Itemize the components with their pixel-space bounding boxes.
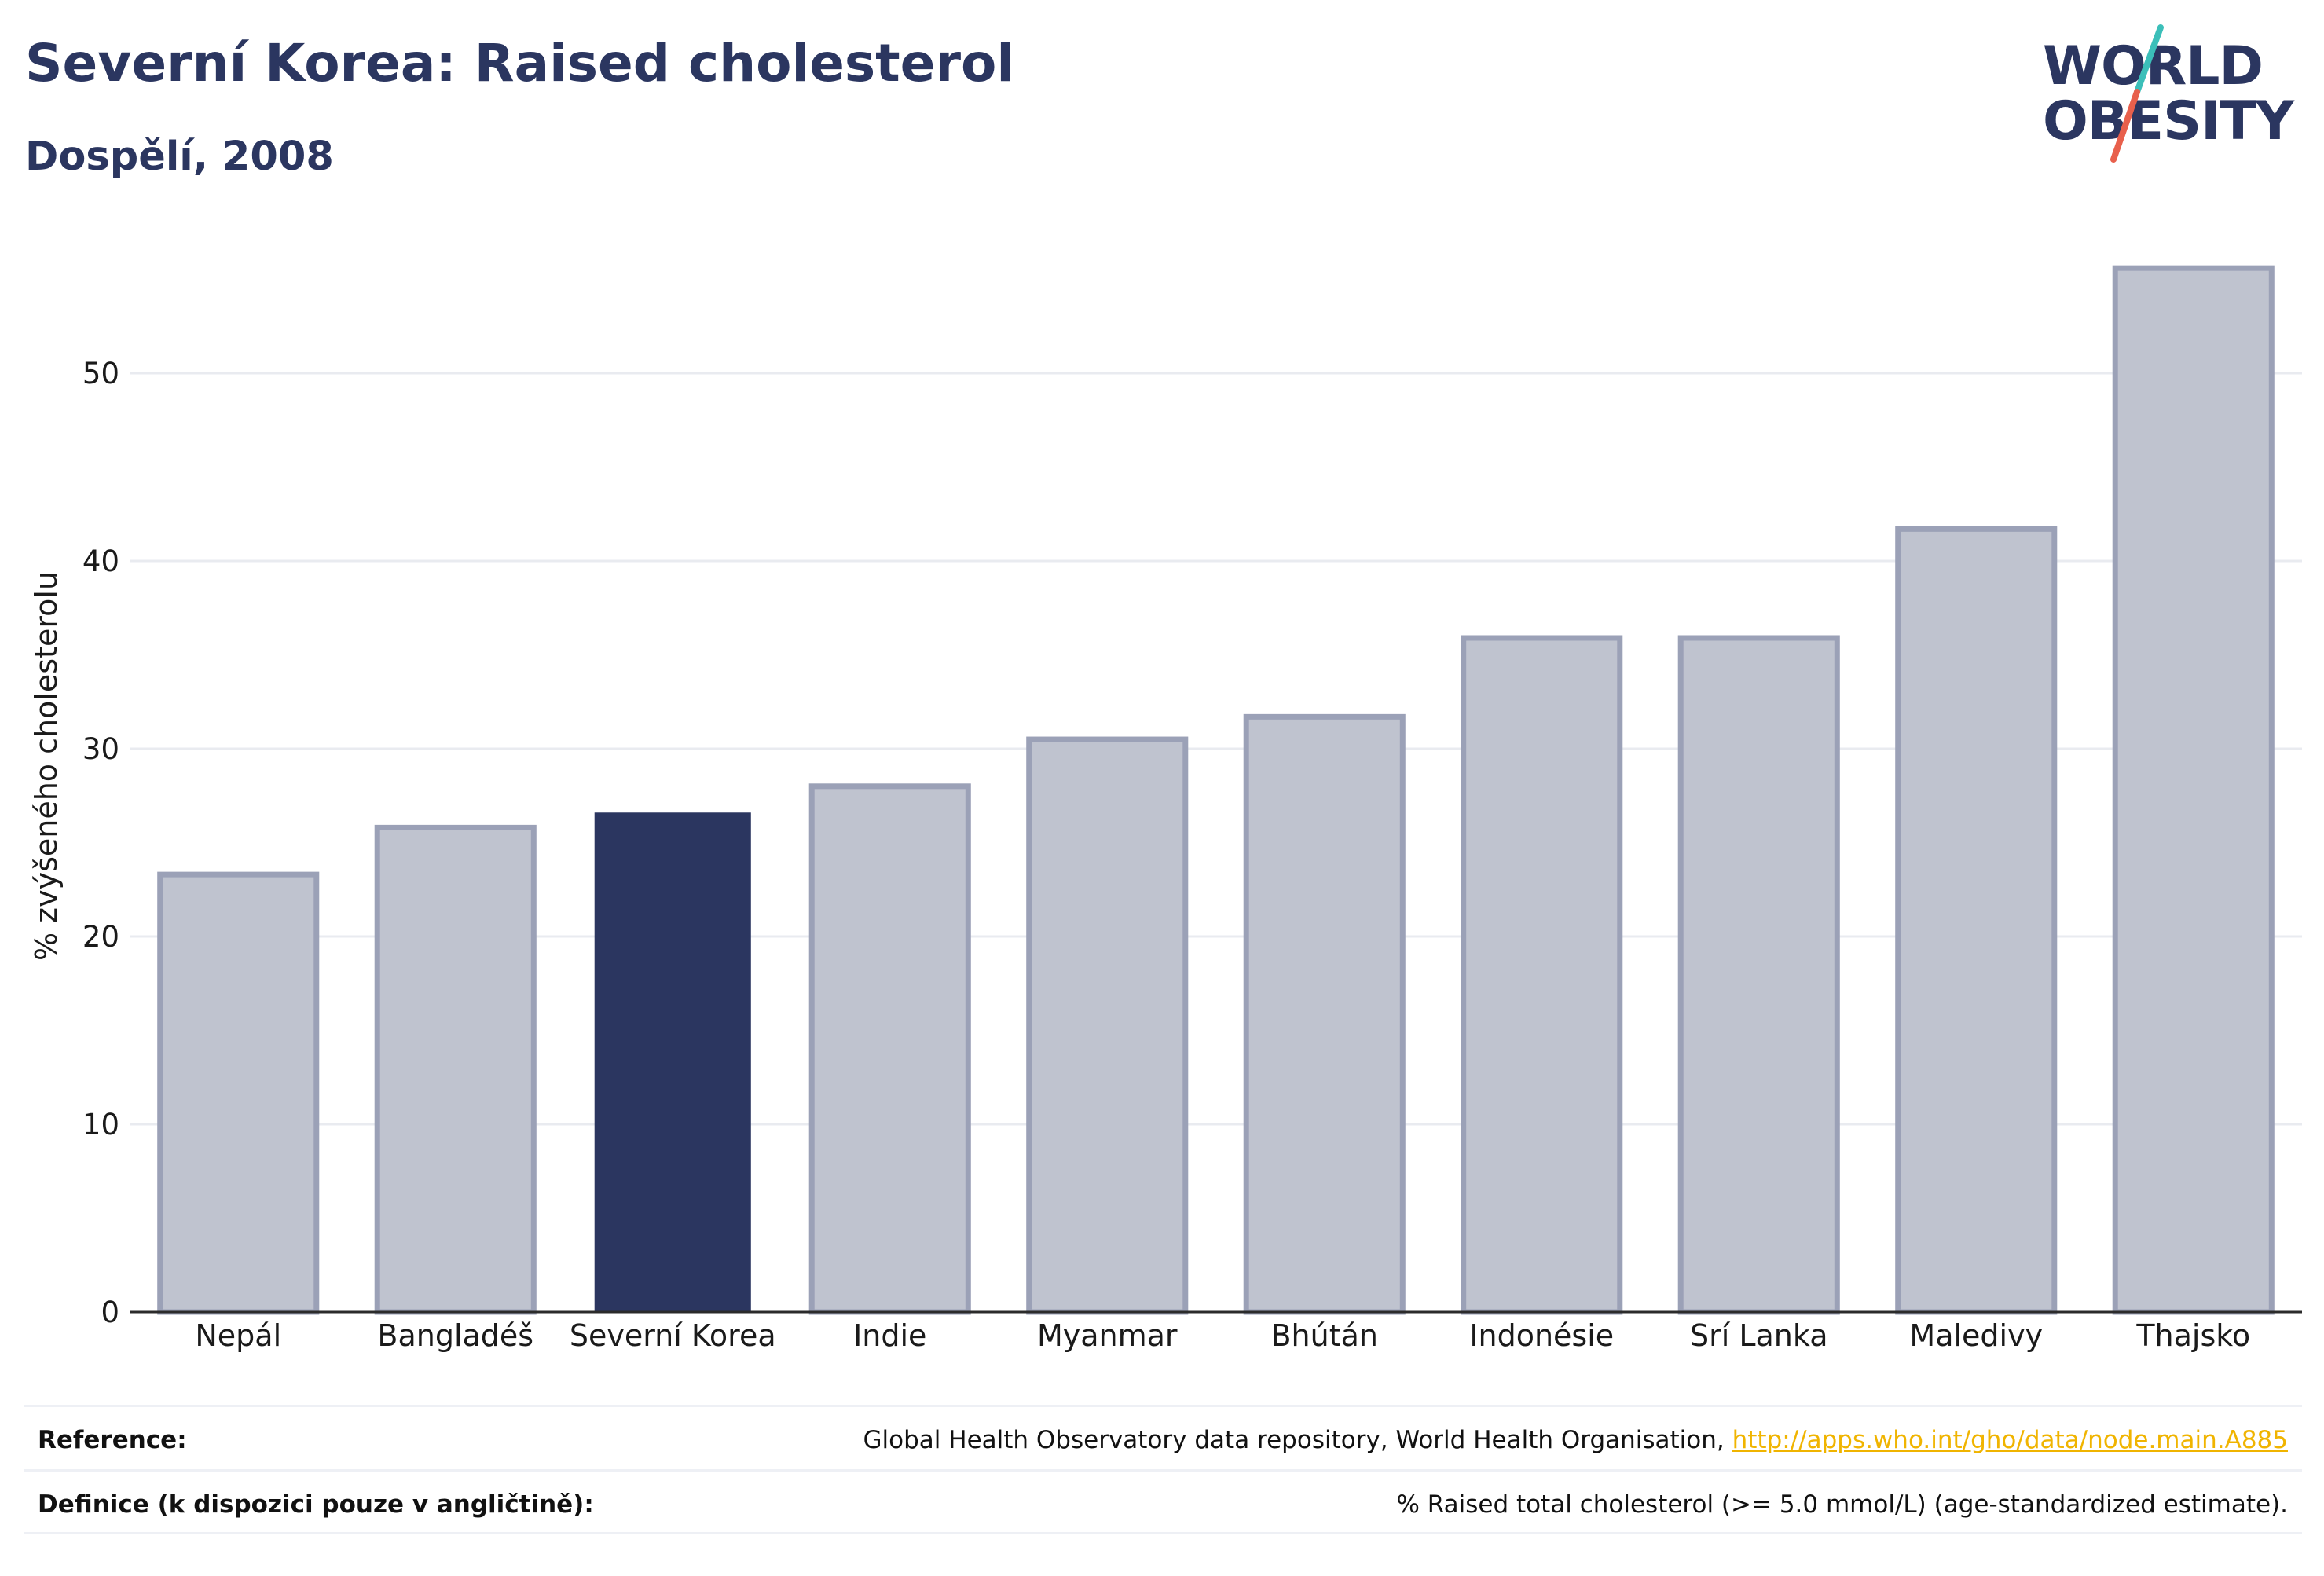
y-tick-label: 40 [82, 544, 119, 578]
logo-text-line2: OBESITY [2043, 90, 2294, 152]
reference-text: Global Health Observatory data repositor… [863, 1426, 1732, 1454]
reference-link[interactable]: http://apps.who.int/gho/data/node.main.A… [1732, 1426, 2288, 1454]
definition-row: Definice (k dispozici pouze v angličtině… [24, 1469, 2302, 1536]
bar-nepál [157, 871, 320, 1315]
x-category-label: Nepál [195, 1318, 281, 1353]
y-tick-label: 50 [82, 357, 119, 390]
y-tick-label: 30 [82, 732, 119, 766]
x-axis-labels: Nepál Bangladéš Severní Korea Indie Myanmar B… [195, 1318, 2250, 1353]
definition-label: Definice (k dispozici pouze v angličtině… [38, 1490, 594, 1519]
x-category-label: Indonésie [1469, 1318, 1614, 1353]
definition-value: % Raised total cholesterol (>= 5.0 mmol/… [1396, 1490, 2288, 1519]
bar-maledivy [1895, 526, 2058, 1315]
bar-myanmar [1026, 736, 1189, 1315]
y-axis-title: % zvýšeného cholesterolu [29, 571, 64, 961]
reference-row: Reference: Global Health Observatory dat… [24, 1405, 2302, 1472]
reference-value: Global Health Observatory data repositor… [863, 1426, 2288, 1454]
y-tick-label: 0 [101, 1296, 119, 1329]
x-category-label: Myanmar [1037, 1318, 1178, 1353]
world-obesity-logo: WORLD OBESITY [2043, 20, 2310, 169]
bar-bangladéš [374, 824, 537, 1315]
chart-title: Severní Korea: Raised cholesterol [25, 33, 1014, 93]
y-tick-label: 20 [82, 920, 119, 954]
x-category-label: Bhútán [1270, 1318, 1378, 1353]
chart-subtitle: Dospělí, 2008 [25, 134, 334, 180]
x-category-label: Bangladéš [377, 1318, 533, 1353]
x-category-label: Maledivy [1909, 1318, 2043, 1353]
footer-divider [24, 1532, 2302, 1534]
bar-severní-korea [594, 812, 751, 1312]
x-category-label: Srí Lanka [1690, 1318, 1828, 1353]
x-category-label: Severní Korea [570, 1318, 776, 1353]
bar-bhútán [1243, 713, 1406, 1315]
bar-srí-lanka [1677, 635, 1840, 1315]
x-category-label: Indie [853, 1318, 926, 1353]
bar-chart: 0 10 20 30 40 50 Nepál Bangladéš Severní Korea I… [29, 265, 2302, 1353]
reference-label: Reference: [38, 1426, 187, 1454]
logo-slash-icon [2110, 24, 2164, 163]
y-axis-ticks: 0 10 20 30 40 50 [82, 357, 119, 1329]
bar-indonésie [1461, 635, 1623, 1315]
bars [157, 265, 2275, 1315]
x-category-label: Thajsko [2135, 1318, 2250, 1353]
y-tick-label: 10 [82, 1108, 119, 1142]
bar-thajsko [2112, 265, 2275, 1315]
bar-indie [808, 783, 971, 1315]
